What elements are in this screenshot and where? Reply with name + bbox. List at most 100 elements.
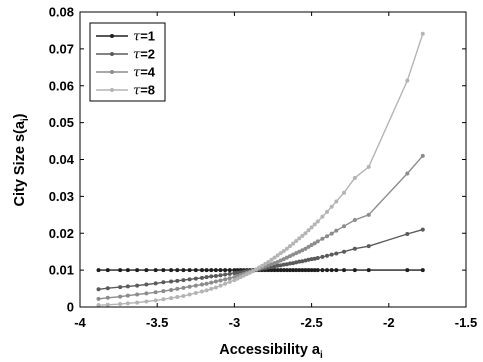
data-point: [275, 253, 280, 258]
x-tick-label: -3: [229, 315, 241, 330]
data-point: [213, 274, 218, 279]
data-point: [257, 265, 262, 270]
data-point: [320, 236, 325, 241]
data-point: [105, 295, 110, 300]
data-point: [161, 297, 166, 302]
data-point: [238, 275, 243, 280]
data-point: [144, 268, 149, 273]
data-point: [135, 300, 140, 305]
data-point: [325, 268, 330, 273]
data-point: [297, 259, 302, 264]
data-point: [269, 262, 274, 267]
data-point: [300, 259, 305, 264]
data-point: [118, 268, 123, 273]
data-point: [303, 246, 308, 251]
data-point: [272, 264, 277, 269]
data-point: [218, 278, 223, 283]
legend-entry: τ=4: [96, 65, 156, 81]
data-point: [352, 268, 357, 273]
x-tick-label: -1.5: [455, 315, 477, 330]
data-point: [169, 279, 174, 284]
data-point: [241, 273, 246, 278]
data-point: [204, 281, 209, 286]
data-point: [118, 285, 123, 290]
data-point: [275, 260, 280, 265]
data-point: [223, 272, 228, 277]
data-point: [366, 212, 371, 217]
data-point: [125, 301, 130, 306]
legend-label-symbol: τ: [133, 84, 141, 99]
data-point: [312, 241, 317, 246]
data-point: [275, 268, 280, 273]
data-point: [181, 268, 186, 273]
x-axis-label-subscript: i: [320, 350, 323, 361]
data-point: [281, 257, 286, 262]
data-point: [169, 296, 174, 301]
data-point: [209, 268, 214, 273]
data-point: [297, 268, 302, 273]
data-point: [309, 257, 314, 262]
data-point: [315, 239, 320, 244]
data-point: [175, 278, 180, 283]
data-point: [320, 268, 325, 273]
legend-swatch-marker: [110, 88, 114, 92]
y-tick-label: 0.01: [49, 263, 74, 278]
data-point: [199, 282, 204, 287]
data-point: [281, 262, 286, 267]
data-point: [153, 268, 158, 273]
data-point: [204, 268, 209, 273]
data-point: [125, 293, 130, 298]
data-point: [223, 277, 228, 282]
data-point: [366, 268, 371, 273]
data-point: [334, 268, 339, 273]
data-point: [294, 260, 299, 265]
data-point: [181, 293, 186, 298]
data-point: [300, 248, 305, 253]
legend-entry: τ=2: [96, 47, 155, 63]
data-point: [223, 268, 228, 273]
data-point: [272, 255, 277, 260]
series-layer: [96, 31, 425, 308]
x-axis-label: Accessibility ai: [219, 342, 323, 361]
series-tau8: [96, 31, 425, 308]
data-point: [175, 295, 180, 300]
data-point: [125, 284, 130, 289]
data-point: [199, 275, 204, 280]
data-point: [269, 257, 274, 262]
data-point: [161, 268, 166, 273]
data-point: [329, 231, 334, 236]
data-point: [199, 268, 204, 273]
data-point: [232, 278, 237, 283]
data-point: [209, 274, 214, 279]
data-point: [334, 251, 339, 256]
x-tick-label: -2.5: [300, 315, 322, 330]
data-point: [287, 244, 292, 249]
data-point: [306, 268, 311, 273]
data-point: [187, 292, 192, 297]
data-point: [294, 268, 299, 273]
data-point: [297, 236, 302, 241]
data-point: [352, 175, 357, 180]
data-point: [420, 31, 425, 36]
data-point: [291, 252, 296, 257]
data-point: [291, 241, 296, 246]
data-point: [213, 279, 218, 284]
data-point: [96, 296, 101, 301]
data-point: [325, 209, 330, 214]
data-point: [306, 244, 311, 249]
data-point: [334, 228, 339, 233]
legend: τ=1τ=2τ=4τ=8: [89, 22, 166, 102]
y-tick-label: 0.08: [49, 5, 74, 20]
data-point: [204, 288, 209, 293]
data-point: [135, 268, 140, 273]
data-point: [135, 292, 140, 297]
data-point: [300, 268, 305, 273]
data-point: [204, 275, 209, 280]
data-point: [193, 283, 198, 288]
data-point: [161, 280, 166, 285]
data-point: [291, 268, 296, 273]
legend-label-value: =8: [140, 83, 155, 98]
data-point: [218, 268, 223, 273]
data-point: [320, 214, 325, 219]
